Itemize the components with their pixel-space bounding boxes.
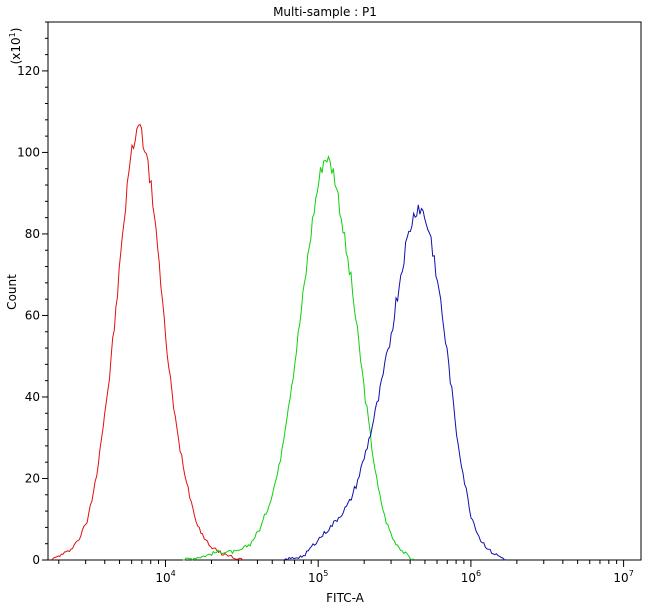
y-tick-label: 80: [25, 227, 40, 241]
x-tick-exponent: 5: [323, 569, 328, 578]
x-tick-label: 107: [613, 569, 633, 585]
y-tick-label: 60: [25, 308, 40, 322]
histogram-series-3: [284, 204, 507, 561]
y-tick-label: 20: [25, 471, 40, 485]
y-tick-label: 0: [32, 553, 40, 567]
y-axis-label: Count: [5, 274, 19, 310]
histogram-series-2: [182, 155, 414, 561]
x-tick-label: 106: [461, 569, 481, 585]
x-tick-base: 10: [613, 571, 628, 585]
x-tick-label: 104: [155, 569, 175, 585]
x-tick-base: 10: [155, 571, 170, 585]
x-axis-label: FITC-A: [326, 591, 365, 605]
histogram-series-1: [51, 123, 243, 561]
y-tick-label: 120: [17, 64, 40, 78]
x-tick-exponent: 6: [476, 569, 481, 578]
x-tick-label: 105: [308, 569, 328, 585]
y-multiplier-label: (x101): [8, 28, 23, 65]
plot-frame: [47, 21, 642, 561]
y-multiplier-base: (x10: [9, 37, 23, 64]
y-multiplier-exponent: 1: [8, 32, 17, 37]
x-tick-exponent: 4: [171, 569, 176, 578]
x-tick-base: 10: [308, 571, 323, 585]
x-tick-exponent: 7: [629, 569, 634, 578]
y-tick-label: 100: [17, 145, 40, 159]
y-multiplier-close: ): [9, 28, 23, 33]
chart-title: Multi-sample : P1: [273, 5, 377, 19]
x-tick-base: 10: [461, 571, 476, 585]
y-tick-label: 40: [25, 390, 40, 404]
